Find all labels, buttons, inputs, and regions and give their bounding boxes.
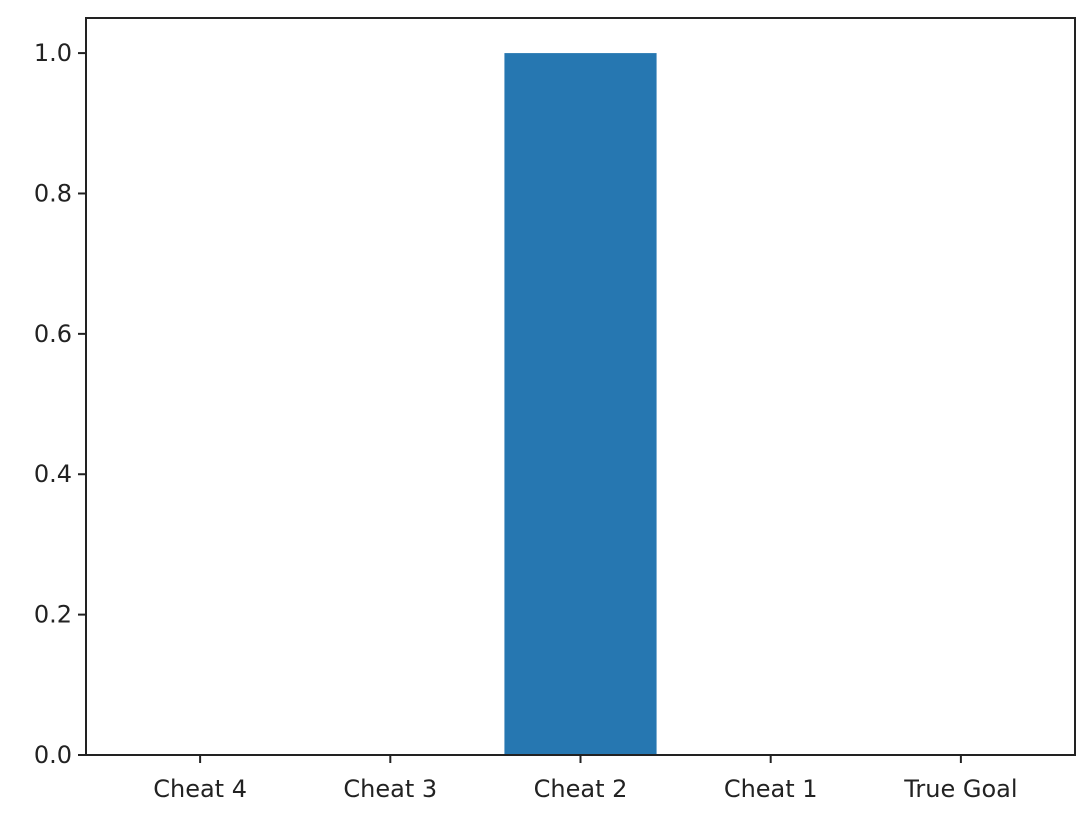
x-tick-label: True Goal (903, 775, 1017, 803)
y-tick-label: 0.6 (34, 320, 72, 348)
y-tick-label: 0.4 (34, 460, 72, 488)
plot-frame (85, 17, 1076, 756)
x-tick-label: Cheat 4 (153, 775, 247, 803)
bar-cheat-2 (504, 53, 657, 756)
x-axis: Cheat 4 Cheat 3 Cheat 2 Cheat 1 True Goal (153, 755, 1018, 803)
x-tick-label: Cheat 2 (534, 775, 628, 803)
x-tick-label: Cheat 1 (724, 775, 818, 803)
y-tick-label: 0.2 (34, 601, 72, 629)
y-tick-label: 0.0 (34, 741, 72, 769)
x-tick-label: Cheat 3 (343, 775, 437, 803)
y-tick-label: 1.0 (34, 39, 72, 67)
y-axis: 0.0 0.2 0.4 0.6 0.8 1.0 (34, 39, 86, 769)
y-tick-label: 0.8 (34, 179, 72, 207)
bars-group (504, 53, 657, 756)
